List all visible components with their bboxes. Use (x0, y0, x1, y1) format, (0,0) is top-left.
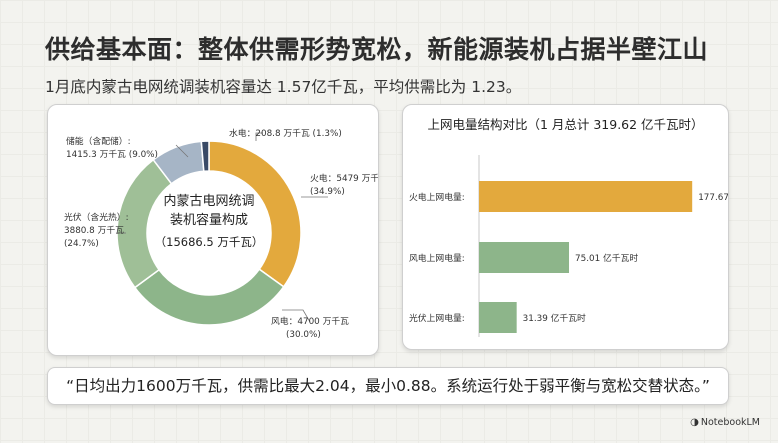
bar-value-label: 177.67 亿千瓦时 (698, 191, 728, 203)
page-title: 供给基本面：整体供需形势宽松，新能源装机占据半壁江山 (45, 35, 709, 64)
data-label-solar-pct: (24.7%) (64, 239, 99, 249)
bar-value-label: 31.39 亿千瓦时 (523, 312, 586, 324)
quote-box: “日均出力1600万千瓦，供需比最大2.04，最小0.88。系统运行处于弱平衡与… (47, 367, 729, 405)
data-label-wind: 风电：4700 万千瓦 (271, 315, 349, 327)
data-label-thermal-pct: (34.9%) (310, 187, 345, 197)
bar-chart-title: 上网电量结构对比（1 月总计 319.62 亿千瓦时） (427, 117, 704, 132)
bar-chart-panel: 上网电量结构对比（1 月总计 319.62 亿千瓦时） 火电上网电量: 177.6… (402, 104, 729, 350)
data-label-solar-value: 3880.8 万千瓦 (64, 225, 124, 236)
notebooklm-logo-icon: ◑ (690, 417, 699, 428)
leader-line-wind (282, 309, 311, 323)
bar-category-label: 火电上网电量: (409, 191, 465, 203)
donut-slice-solar (116, 158, 173, 289)
donut-slice-thermal (208, 140, 302, 288)
donut-center-label: （15686.5 万千瓦） (155, 235, 264, 249)
bar-category-label: 风电上网电量: (409, 252, 465, 264)
bar-category-label: 光伏上网电量: (409, 312, 465, 324)
data-label-hydro: 水电：208.8 万千瓦 (1.3%) (229, 127, 342, 139)
page-subtitle: 1月底内蒙古电网统调装机容量达 1.57亿千瓦，平均供需比为 1.23。 (45, 78, 522, 96)
bar-solar (479, 302, 517, 333)
brand-badge: ◑ NotebookLM (690, 417, 760, 428)
leader-line-storage (175, 144, 189, 158)
donut-slice-hydro (200, 140, 210, 173)
data-label-solar: 光伏（含光热）: (64, 211, 129, 223)
brand-label: NotebookLM (700, 417, 760, 428)
bar-wind (479, 242, 570, 273)
data-label-wind-pct: (30.0%) (286, 330, 321, 340)
donut-center-label: 装机容量构成 (170, 212, 248, 228)
data-label-thermal: 火电：5479 万千瓦 (310, 172, 378, 184)
bar-thermal (479, 181, 693, 212)
donut-center-label: 内蒙古电网统调 (163, 193, 254, 209)
data-label-storage-value: 1415.3 万千瓦 (9.0%) (66, 149, 158, 160)
leader-line-hydro (255, 132, 263, 141)
donut-slice-wind (133, 268, 285, 326)
bar-chart: 火电上网电量: 177.67 亿千瓦时风电上网电量: 75.01 亿千瓦时光伏上网电… (409, 155, 728, 337)
data-label-storage: 储能（含配储）: (66, 135, 131, 147)
bar-value-label: 75.01 亿千瓦时 (575, 252, 638, 264)
